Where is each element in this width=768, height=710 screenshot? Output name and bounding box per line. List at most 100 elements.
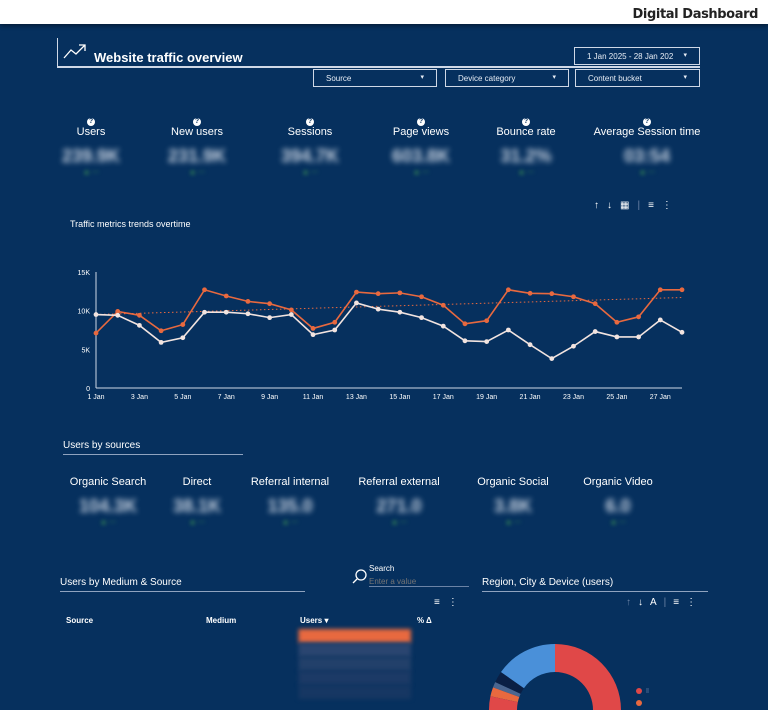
device-category-filter[interactable]: Device category	[445, 69, 569, 87]
data-point[interactable]	[484, 318, 490, 324]
x-tick-label: 27 Jan	[650, 394, 671, 401]
sort-down-icon[interactable]: ↓	[607, 200, 620, 211]
data-point[interactable]	[180, 322, 186, 327]
data-point[interactable]	[549, 291, 555, 297]
sort-up-icon[interactable]: ↑	[626, 597, 638, 608]
data-point[interactable]	[549, 356, 555, 362]
data-point[interactable]	[332, 319, 338, 325]
data-point[interactable]	[158, 339, 164, 345]
col-pct-change[interactable]: % Δ	[417, 616, 432, 625]
donut-slice-blue[interactable]	[500, 644, 555, 689]
donut-slice-orange[interactable]	[490, 687, 520, 703]
data-point[interactable]	[571, 343, 576, 349]
data-point[interactable]	[267, 301, 273, 307]
data-point[interactable]	[245, 298, 251, 304]
data-point[interactable]	[462, 321, 468, 327]
kpi-5: ? Average Session time 03:54 ▲ ---	[592, 114, 702, 176]
data-point[interactable]	[397, 290, 403, 296]
data-point[interactable]	[202, 287, 207, 293]
date-range-picker[interactable]: 1 Jan 2025 - 28 Jan 202	[574, 47, 700, 65]
data-point[interactable]	[614, 334, 620, 340]
y-tick-label: 0	[86, 386, 90, 393]
table-row[interactable]	[66, 685, 441, 699]
data-point[interactable]	[592, 301, 598, 307]
data-point[interactable]	[505, 327, 511, 333]
table-row[interactable]	[66, 643, 441, 657]
data-point[interactable]	[636, 334, 641, 340]
data-point[interactable]	[93, 330, 99, 336]
more-icon[interactable]: ⋮	[686, 597, 704, 608]
data-point[interactable]	[527, 290, 533, 296]
help-icon[interactable]: ?	[522, 118, 530, 126]
sort-up-icon[interactable]: ↑	[594, 200, 607, 211]
data-point[interactable]	[137, 312, 142, 318]
data-point[interactable]	[354, 300, 359, 306]
data-point[interactable]	[310, 332, 316, 338]
data-point[interactable]	[375, 291, 381, 297]
data-point[interactable]	[288, 312, 294, 317]
data-point[interactable]	[657, 287, 663, 293]
data-point[interactable]	[592, 329, 598, 334]
table-row[interactable]	[66, 629, 441, 643]
source-filter[interactable]: Source	[313, 69, 437, 87]
col-medium[interactable]: Medium	[206, 616, 237, 625]
help-icon[interactable]: ?	[643, 118, 651, 126]
data-point[interactable]	[245, 311, 251, 317]
filter-icon[interactable]: ≡	[434, 597, 448, 608]
data-point[interactable]	[310, 326, 316, 331]
data-point[interactable]	[505, 287, 511, 293]
help-icon[interactable]: ?	[87, 118, 95, 126]
data-point[interactable]	[354, 289, 359, 295]
data-point[interactable]	[657, 317, 663, 323]
data-point[interactable]	[484, 339, 490, 344]
donut-slice-slate[interactable]	[493, 682, 521, 697]
content-bucket-filter[interactable]: Content bucket	[575, 69, 700, 87]
help-icon[interactable]: ?	[417, 118, 425, 126]
donut-slice-navy[interactable]	[495, 672, 524, 694]
data-point[interactable]	[527, 342, 533, 348]
y-tick-label: 10K	[78, 309, 91, 316]
data-point[interactable]	[332, 327, 338, 333]
data-point[interactable]	[462, 338, 468, 344]
data-point[interactable]	[419, 294, 424, 300]
data-point[interactable]	[571, 294, 576, 300]
table-row[interactable]	[66, 657, 441, 671]
sort-az-icon[interactable]: A	[650, 597, 664, 608]
data-point[interactable]	[223, 293, 229, 299]
data-point[interactable]	[440, 323, 446, 329]
col-users[interactable]: Users ▾	[300, 616, 329, 625]
data-point[interactable]	[115, 312, 121, 318]
filter-icon[interactable]: ≡	[673, 597, 687, 608]
data-point[interactable]	[397, 309, 403, 315]
donut-slice-red-2[interactable]	[488, 696, 518, 710]
top-bar: Digital Dashboard	[0, 0, 768, 24]
col-source[interactable]: Source	[66, 616, 94, 625]
data-point[interactable]	[375, 306, 381, 312]
data-point[interactable]	[115, 309, 121, 314]
data-point[interactable]	[679, 287, 685, 293]
donut-slice-red[interactable]	[555, 644, 621, 710]
more-icon[interactable]: ⋮	[661, 200, 680, 211]
data-point[interactable]	[679, 329, 685, 335]
data-point[interactable]	[223, 309, 229, 315]
help-icon[interactable]: ?	[306, 118, 314, 126]
chart-type-icon[interactable]: ▦	[620, 200, 638, 211]
sort-down-icon[interactable]: ↓	[638, 597, 650, 608]
source-kpi-2: Referral internal 135.0 ▲ ---	[240, 476, 340, 526]
data-point[interactable]	[440, 302, 446, 308]
data-point[interactable]	[202, 309, 207, 315]
data-point[interactable]	[158, 328, 164, 334]
data-point[interactable]	[288, 307, 294, 313]
data-point[interactable]	[93, 312, 99, 317]
data-point[interactable]	[267, 315, 273, 321]
search-input[interactable]	[369, 577, 469, 587]
data-point[interactable]	[636, 314, 641, 320]
help-icon[interactable]: ?	[193, 118, 201, 126]
filter-icon[interactable]: ≡	[648, 200, 662, 211]
data-point[interactable]	[419, 315, 424, 321]
data-point[interactable]	[180, 335, 186, 341]
data-point[interactable]	[137, 322, 142, 328]
data-point[interactable]	[614, 319, 620, 325]
more-icon[interactable]: ⋮	[447, 597, 466, 608]
table-row[interactable]	[66, 671, 441, 685]
